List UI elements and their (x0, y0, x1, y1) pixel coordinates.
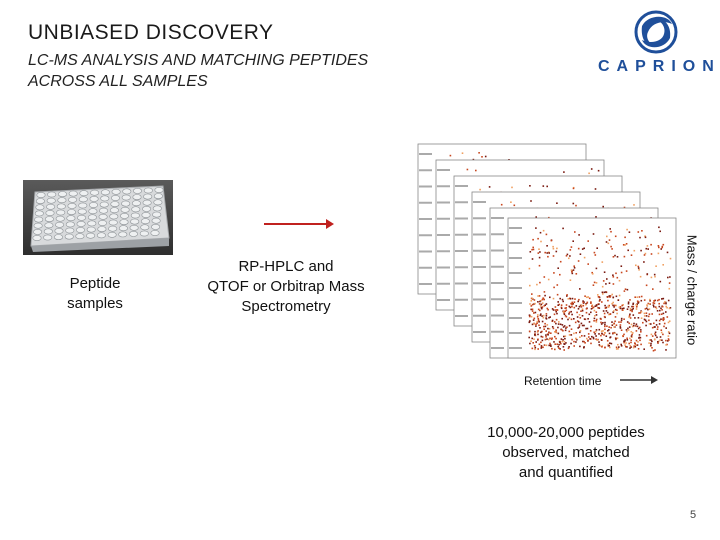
retention-arrow-icon (620, 376, 658, 384)
result-line-1: 10,000-20,000 peptides (487, 424, 645, 441)
right-arrow-icon (264, 219, 334, 229)
result-text: 10,000-20,000 peptides observed, matched… (456, 423, 676, 483)
mass-charge-axis-label: Mass / charge ratio (681, 230, 703, 350)
caprion-logo-icon (634, 10, 678, 54)
peptide-samples-label: Peptide samples (40, 274, 150, 314)
logo-text: CAPRION (598, 58, 720, 75)
slide-subtitle: LC-MS ANALYSIS AND MATCHING PEPTIDES ACR… (28, 50, 368, 92)
slide-title: UNBIASED DISCOVERY (28, 21, 274, 44)
method-label: RP-HPLC and QTOF or Orbitrap Mass Spectr… (196, 257, 376, 317)
peptide-line-1: Peptide (69, 275, 121, 292)
caprion-logo: CAPRION (598, 8, 716, 80)
method-line-3: Spectrometry (241, 298, 331, 315)
result-line-2: observed, matched (502, 444, 630, 461)
spectra-heatmap-image (417, 143, 677, 359)
well-plate-image (23, 180, 173, 255)
method-line-1: RP-HPLC and (238, 258, 334, 275)
method-line-2: QTOF or Orbitrap Mass (207, 278, 365, 295)
y-axis-text: Mass / charge ratio (684, 234, 700, 346)
retention-time-axis-label: Retention time (524, 374, 602, 388)
result-line-3: and quantified (518, 464, 614, 481)
subtitle-line-2: ACROSS ALL SAMPLES (28, 73, 208, 90)
peptide-line-2: samples (67, 295, 123, 312)
subtitle-line-1: LC-MS ANALYSIS AND MATCHING PEPTIDES (28, 52, 369, 69)
page-number: 5 (690, 509, 697, 521)
